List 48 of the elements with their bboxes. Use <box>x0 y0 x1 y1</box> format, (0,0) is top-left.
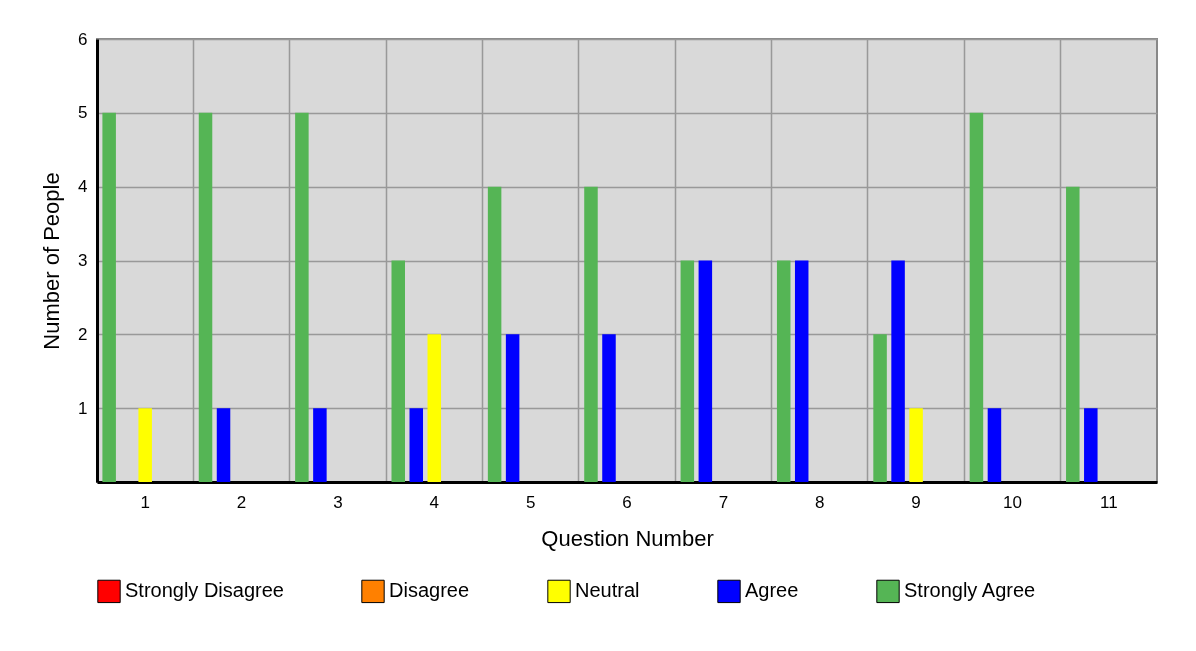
bar <box>794 260 809 482</box>
x-tick-label: 9 <box>911 492 921 512</box>
x-tick-label: 10 <box>1002 492 1022 512</box>
bar <box>1084 408 1098 482</box>
x-axis-title: Question Number <box>541 525 714 551</box>
bar <box>680 260 695 482</box>
bar <box>505 334 520 482</box>
y-tick-label: 3 <box>78 251 88 270</box>
legend-label: Strongly Disagree <box>125 579 284 602</box>
bar <box>295 112 309 482</box>
legend-label: Disagree <box>389 579 470 602</box>
bar <box>427 334 442 482</box>
bar <box>776 260 791 482</box>
bar <box>987 408 1002 482</box>
bar <box>1066 186 1080 482</box>
legend-label: Neutral <box>575 579 640 602</box>
x-tick-label: 8 <box>814 492 825 512</box>
bar <box>487 186 502 482</box>
bar <box>313 408 327 482</box>
y-tick-label: 2 <box>78 324 88 344</box>
bar <box>216 408 231 482</box>
bar <box>391 260 405 482</box>
y-tick-label: 1 <box>78 398 88 418</box>
bar <box>873 334 887 482</box>
x-tick-label: 11 <box>1099 492 1118 512</box>
y-tick-label: 5 <box>78 103 88 123</box>
y-tick-label: 4 <box>78 177 88 197</box>
bar <box>969 112 984 482</box>
legend-label: Agree <box>745 579 799 602</box>
bar <box>909 408 923 482</box>
x-tick-label: 1 <box>140 492 150 512</box>
legend-label: Strongly Agree <box>904 579 1036 602</box>
y-tick-label: 6 <box>78 29 88 49</box>
bar <box>698 260 713 482</box>
bar <box>138 408 152 482</box>
y-axis-title: Number of People <box>39 172 65 350</box>
bar <box>102 112 116 482</box>
x-tick-label: 3 <box>333 492 343 512</box>
bar <box>409 408 424 482</box>
bar <box>584 186 598 482</box>
bar <box>602 334 616 482</box>
x-tick-label: 4 <box>429 492 440 512</box>
x-tick-label: 7 <box>718 492 729 512</box>
x-tick-label: 6 <box>622 492 632 512</box>
bar <box>891 260 905 482</box>
x-tick-label: 5 <box>525 492 536 512</box>
x-tick-label: 2 <box>236 492 247 512</box>
bar <box>198 112 213 482</box>
